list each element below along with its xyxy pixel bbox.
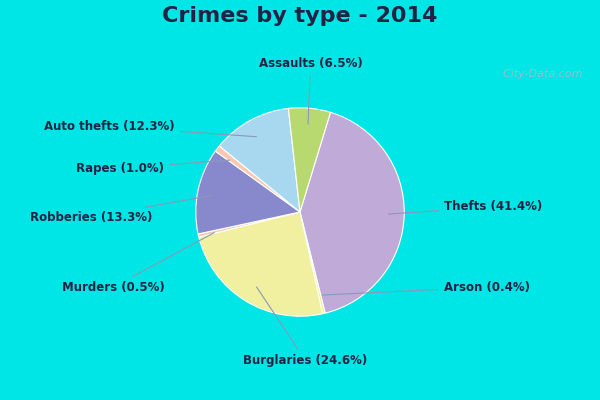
Wedge shape <box>220 108 300 212</box>
Text: City-Data.com: City-Data.com <box>496 69 582 79</box>
Text: Rapes (1.0%): Rapes (1.0%) <box>76 160 229 175</box>
Wedge shape <box>300 112 404 313</box>
Text: Robberies (13.3%): Robberies (13.3%) <box>29 195 214 224</box>
Wedge shape <box>196 151 300 234</box>
Text: Arson (0.4%): Arson (0.4%) <box>322 280 530 295</box>
Wedge shape <box>198 212 300 237</box>
Text: Thefts (41.4%): Thefts (41.4%) <box>388 200 542 214</box>
Text: Assaults (6.5%): Assaults (6.5%) <box>259 58 362 124</box>
Text: Burglaries (24.6%): Burglaries (24.6%) <box>243 287 367 366</box>
Text: Murders (0.5%): Murders (0.5%) <box>62 233 214 294</box>
Text: Auto thefts (12.3%): Auto thefts (12.3%) <box>44 120 256 137</box>
Wedge shape <box>215 146 300 212</box>
Wedge shape <box>199 212 323 316</box>
Text: Crimes by type - 2014: Crimes by type - 2014 <box>163 6 437 26</box>
Wedge shape <box>289 108 331 212</box>
Wedge shape <box>300 212 325 314</box>
